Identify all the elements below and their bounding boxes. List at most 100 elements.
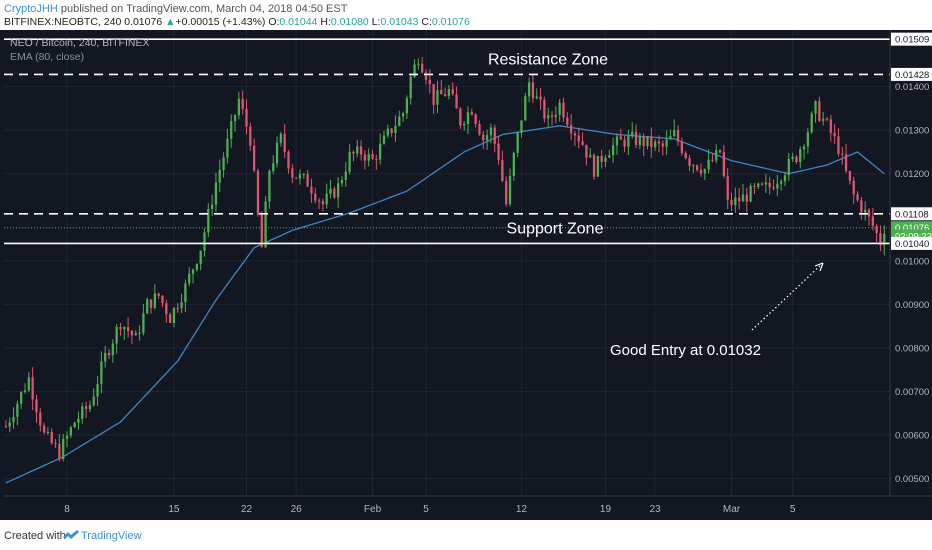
candle-body (252, 145, 256, 171)
candle-body (822, 118, 825, 121)
candle-body (806, 132, 810, 147)
x-tick-label: Mar (723, 504, 741, 515)
tradingview-brand[interactable]: TradingView (81, 530, 142, 542)
candle-body (482, 134, 485, 141)
candle-body (4, 426, 8, 428)
candle-body (558, 102, 561, 115)
candle-body (829, 119, 832, 133)
high-label: H: (320, 16, 331, 28)
candle-body (501, 160, 504, 181)
candle-body (745, 194, 748, 202)
candle-body (268, 171, 271, 202)
candle-body (16, 403, 19, 417)
candle-body (325, 193, 328, 205)
up-arrow-icon: ▲ (165, 16, 176, 28)
candle-body (398, 116, 401, 126)
candle-body (379, 143, 382, 160)
candle-body (692, 165, 695, 167)
candle-body (749, 185, 752, 202)
indicator-label: EMA (80, close) (10, 51, 84, 63)
candle-body (646, 136, 649, 146)
candle-body (795, 156, 798, 163)
candle-body (428, 79, 431, 85)
y-tick-label: 0.00800 (895, 343, 929, 354)
candle-body (241, 98, 244, 109)
candle-body (214, 182, 218, 205)
candle-body (264, 201, 267, 248)
candle-body (634, 131, 638, 145)
candle-body (8, 422, 11, 427)
candle-body (207, 208, 210, 233)
candle-body (195, 263, 199, 270)
candle-body (524, 96, 527, 121)
candle-body (531, 82, 535, 99)
candle-body (650, 136, 653, 148)
price-label-box (891, 32, 932, 46)
candle-body (119, 326, 122, 330)
candle-body (780, 181, 783, 184)
candle-body (35, 399, 38, 413)
y-tick-label: 0.01000 (895, 256, 929, 267)
candle-body (867, 209, 871, 217)
candle-body (818, 101, 821, 121)
candle-body (306, 174, 309, 187)
candle-body (688, 158, 691, 166)
candle-body (535, 96, 538, 99)
candle-body (367, 154, 370, 161)
publish-line: CryptoJHH published on TradingView.com, … (4, 3, 347, 15)
candle-body (581, 141, 584, 145)
candle-body (852, 180, 855, 195)
candle-body (554, 114, 557, 117)
x-tick-label: 19 (600, 504, 612, 515)
tradingview-logo-icon (63, 530, 79, 539)
x-tick-label: 15 (168, 504, 180, 515)
chart-area[interactable]: 0.015090.014280.011080.0107602:09:230.01… (0, 30, 932, 520)
candle-body (386, 128, 389, 136)
candle-body (149, 299, 153, 308)
price-chart[interactable]: 0.015090.014280.011080.0107602:09:230.01… (0, 30, 932, 520)
candle-body (394, 125, 397, 133)
candle-body (359, 146, 363, 155)
candle-body (92, 396, 95, 406)
candle-body (295, 177, 298, 179)
candle-body (883, 233, 886, 246)
candle-body (111, 343, 114, 356)
candle-body (27, 377, 30, 391)
candle-body (176, 307, 179, 309)
candle-body (249, 126, 252, 146)
chart-footer: Created with TradingView (0, 520, 932, 550)
candle-body (768, 182, 771, 188)
y-tick-label: 0.01200 (895, 169, 929, 180)
entry-arrow-line (751, 262, 824, 331)
created-with-label: Created with (4, 530, 66, 542)
candle-body (436, 89, 439, 105)
candle-body (459, 108, 462, 126)
candle-body (841, 153, 844, 155)
candle-body (787, 158, 790, 176)
candle-body (104, 352, 107, 362)
candle-body (237, 98, 241, 116)
candle-body (543, 99, 546, 119)
candle-body (844, 154, 848, 172)
candle-body (168, 314, 172, 323)
candle-body (489, 127, 493, 136)
candle-body (165, 303, 168, 315)
candle-body (791, 156, 794, 159)
candle-body (440, 89, 443, 95)
candle-body (115, 326, 118, 344)
candle-body (726, 175, 729, 200)
candle-body (291, 168, 294, 178)
candle-body (233, 115, 237, 122)
candle-body (703, 169, 706, 174)
candle-body (825, 118, 829, 120)
candle-body (615, 136, 619, 146)
candle-body (684, 152, 687, 159)
candle-body (669, 136, 672, 140)
x-tick-label: 23 (650, 504, 662, 515)
candle-body (585, 144, 588, 158)
candle-body (741, 194, 745, 202)
author-link[interactable]: CryptoJHH (4, 3, 58, 15)
candle-body (497, 143, 500, 161)
candle-body (260, 214, 263, 248)
publish-info: published on TradingView.com, March 04, … (60, 3, 348, 15)
